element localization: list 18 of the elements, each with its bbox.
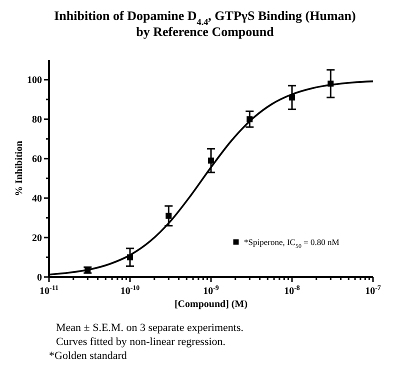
y-axis-title: % Inhibition	[14, 140, 25, 196]
y-tick-label: 0	[37, 272, 42, 284]
x-tick-label: 10$^{-9}$	[203, 284, 220, 297]
y-tick-label: 80	[32, 114, 42, 126]
y-tick-label: 100	[27, 75, 42, 86]
legend-label: *Spiperone, IC$_{50}$ = 0.80 nM	[244, 237, 340, 250]
y-tick-label: 40	[32, 194, 42, 205]
x-tick-label: 10$^{-11}$	[40, 284, 59, 297]
y-tick-label: 20	[32, 233, 42, 244]
y-tick-label: 60	[32, 154, 42, 166]
x-tick-label: 10$^{-7}$	[365, 284, 382, 297]
text: Curves fitted by non-linear regression.	[56, 336, 226, 348]
x-axis-title: [Compound] (M)	[174, 299, 248, 310]
text: *Golden standard	[49, 350, 128, 362]
chart-title: Inhibition of Dopamine D$_{4.4}$, GTPγS Binding (Human) by Reference Compound	[54, 8, 356, 39]
x-tick-label: 10$^{-8}$	[284, 284, 300, 297]
text: Mean ± S.E.M. on 3 separate experiments.	[56, 322, 244, 334]
x-tick-label: 10$^{-10}$	[120, 284, 140, 297]
